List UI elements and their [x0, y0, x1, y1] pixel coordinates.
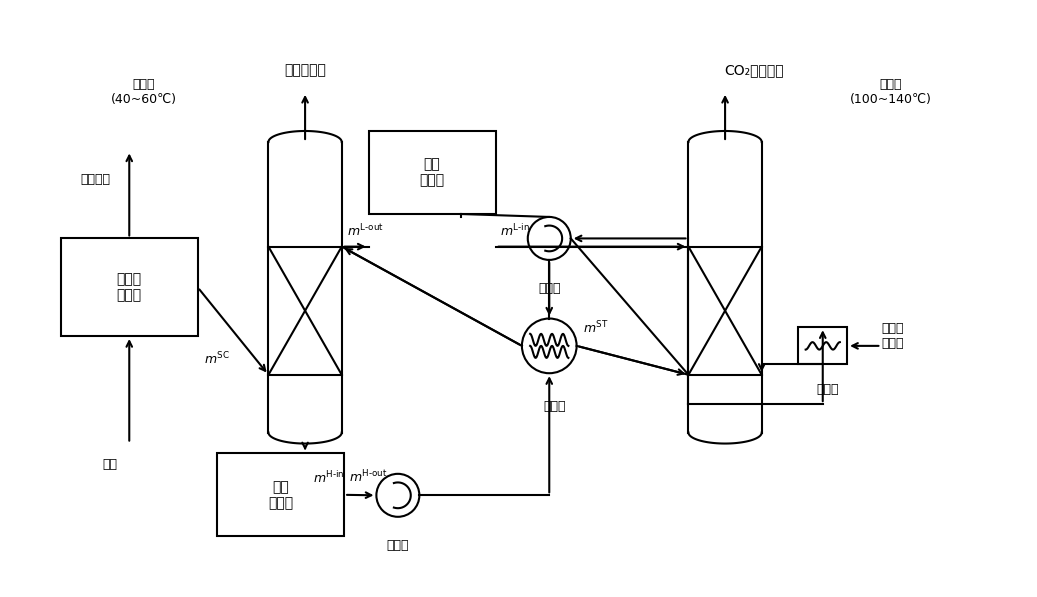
Bar: [798, 327, 847, 364]
Text: 烟气: 烟气: [103, 458, 117, 471]
Text: $m^{\rm L\text{-}out}$: $m^{\rm L\text{-}out}$: [346, 222, 384, 239]
Text: 富液泵: 富液泵: [387, 539, 410, 552]
Text: 换热器: 换热器: [543, 399, 565, 413]
Text: $m^{\rm SC}$: $m^{\rm SC}$: [204, 350, 230, 367]
Text: 直排烟气: 直排烟气: [80, 173, 110, 186]
Text: CO₂压缩存储: CO₂压缩存储: [725, 63, 784, 77]
Text: 贫液泵: 贫液泵: [538, 282, 561, 296]
Text: $m^{\rm ST}$: $m^{\rm ST}$: [584, 319, 609, 336]
Text: $m^{\rm H\text{-}out}$: $m^{\rm H\text{-}out}$: [349, 469, 388, 485]
Bar: [217, 453, 344, 536]
Text: 吸收塔
(40~60℃): 吸收塔 (40~60℃): [111, 78, 177, 106]
Text: 烟气旁
路系统: 烟气旁 路系统: [117, 272, 142, 302]
Text: 再永器: 再永器: [816, 383, 839, 396]
Text: 抽取的
热蒸汽: 抽取的 热蒸汽: [881, 322, 904, 350]
Bar: [368, 131, 496, 214]
Text: 再生塔
(100~140℃): 再生塔 (100~140℃): [850, 78, 932, 106]
Text: 处理后烟气: 处理后烟气: [284, 63, 326, 77]
Text: $m^{\rm L\text{-}in}$: $m^{\rm L\text{-}in}$: [501, 223, 530, 239]
Text: 富液
存储器: 富液 存储器: [269, 480, 293, 510]
Text: $m^{\rm H\text{-}in}$: $m^{\rm H\text{-}in}$: [313, 470, 344, 486]
Bar: [61, 238, 198, 336]
Text: 贫液
存储器: 贫液 存储器: [420, 158, 445, 187]
